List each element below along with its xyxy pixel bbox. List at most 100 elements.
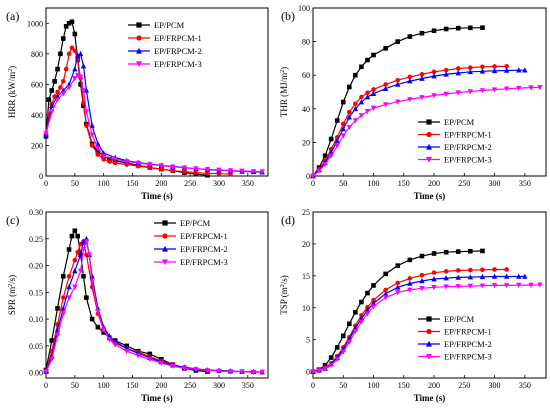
series bbox=[310, 84, 543, 179]
data-point bbox=[124, 348, 130, 355]
x-tick-label: 200 bbox=[428, 381, 440, 390]
data-point bbox=[352, 329, 359, 335]
legend: EP/PCM EP/FRPCM-1 EP/FRPCM-2 EP/FRPCM-3 bbox=[418, 117, 492, 165]
data-point bbox=[407, 257, 413, 263]
data-point bbox=[227, 369, 234, 375]
data-point bbox=[522, 67, 528, 73]
series-line bbox=[312, 268, 507, 373]
data-point bbox=[419, 285, 425, 292]
series-line bbox=[45, 74, 263, 173]
data-point bbox=[58, 51, 63, 57]
data-point bbox=[147, 162, 153, 168]
x-tick-label: 50 bbox=[71, 381, 79, 390]
data-point bbox=[516, 67, 522, 73]
data-point bbox=[43, 369, 49, 375]
data-point bbox=[66, 284, 72, 290]
data-point bbox=[54, 97, 61, 103]
data-point bbox=[170, 164, 176, 170]
x-tick-label: 300 bbox=[489, 381, 501, 390]
data-point bbox=[216, 368, 222, 374]
data-point bbox=[407, 34, 413, 39]
data-point bbox=[124, 162, 130, 167]
data-point bbox=[83, 109, 90, 115]
data-point bbox=[346, 114, 353, 120]
x-axis-label: Time (s) bbox=[141, 191, 173, 201]
data-point bbox=[75, 72, 81, 79]
data-point bbox=[443, 249, 449, 255]
series bbox=[310, 63, 509, 179]
chart-panel: 0 50 100 150 200 250 300 350 0 5 10 15 20 25 Time (s) T… bbox=[279, 208, 547, 403]
legend-entry: EP/FRPCM-2 bbox=[154, 46, 202, 56]
y-tick-label: 25 bbox=[302, 208, 310, 217]
data-point bbox=[72, 257, 78, 263]
data-point bbox=[340, 349, 346, 355]
x-tick-label: 0 bbox=[44, 179, 48, 188]
data-point bbox=[80, 63, 87, 69]
y-axis-label-sup: 2 bbox=[280, 284, 286, 287]
data-point bbox=[443, 67, 449, 73]
data-point bbox=[467, 89, 474, 95]
data-point bbox=[58, 85, 63, 90]
y-axis-label-end: /s) bbox=[279, 275, 289, 284]
data-point bbox=[480, 64, 485, 70]
data-point bbox=[77, 74, 84, 80]
data-point bbox=[371, 52, 376, 58]
data-point bbox=[334, 118, 340, 123]
data-point bbox=[60, 311, 66, 317]
x-tick-label: 100 bbox=[98, 179, 110, 188]
data-point bbox=[334, 137, 340, 144]
data-point bbox=[382, 102, 389, 108]
data-point bbox=[250, 369, 257, 376]
data-point bbox=[72, 75, 78, 82]
data-point bbox=[66, 51, 72, 57]
data-point bbox=[347, 109, 352, 115]
data-point bbox=[69, 233, 75, 239]
data-point bbox=[491, 273, 498, 279]
data-point bbox=[89, 143, 95, 148]
data-point bbox=[419, 253, 425, 259]
data-point bbox=[443, 91, 449, 97]
chart-panel: 0 50 100 150 200 250 300 350 0 200 400 600 800 1000 Ti… bbox=[6, 7, 269, 201]
data-point bbox=[83, 239, 90, 245]
data-point bbox=[75, 52, 81, 58]
data-point bbox=[516, 85, 522, 92]
legend-marker bbox=[426, 131, 432, 138]
x-tick-label: 100 bbox=[368, 381, 380, 390]
data-point bbox=[66, 85, 72, 91]
data-point bbox=[383, 46, 388, 51]
data-point bbox=[72, 48, 78, 54]
data-point bbox=[480, 248, 485, 254]
data-point bbox=[353, 72, 358, 78]
legend-entry: EP/FRPCM-2 bbox=[180, 244, 228, 254]
panel-label: (d) bbox=[281, 213, 295, 227]
data-point bbox=[431, 276, 437, 282]
data-point bbox=[395, 81, 401, 87]
data-point bbox=[455, 70, 461, 76]
series-line bbox=[45, 52, 263, 173]
series-line bbox=[312, 275, 525, 373]
data-point bbox=[479, 68, 486, 74]
data-point bbox=[383, 82, 388, 87]
panel-label: (b) bbox=[281, 9, 295, 23]
y-tick-label: 0.00 bbox=[29, 369, 43, 378]
x-tick-label: 50 bbox=[339, 179, 347, 188]
data-point bbox=[147, 165, 153, 170]
x-tick-label: 350 bbox=[519, 179, 531, 188]
data-point bbox=[503, 86, 510, 92]
data-point bbox=[49, 88, 55, 93]
data-point bbox=[72, 228, 78, 234]
data-point bbox=[216, 171, 222, 177]
legend-entry: EP/FRPCM-3 bbox=[444, 352, 492, 362]
data-point bbox=[431, 270, 437, 275]
series-line bbox=[45, 239, 263, 373]
x-tick-label: 50 bbox=[71, 179, 79, 188]
legend: EP/PCM EP/FRPCM-1 EP/FRPCM-2 EP/FRPCM-3 bbox=[154, 218, 228, 267]
data-point bbox=[147, 351, 153, 357]
x-tick-label: 250 bbox=[184, 179, 196, 188]
data-point bbox=[504, 267, 509, 272]
legend-entry: EP/FRPCM-1 bbox=[180, 231, 228, 241]
data-point bbox=[431, 93, 437, 99]
y-tick-label: 0.20 bbox=[29, 262, 43, 271]
data-point bbox=[170, 363, 176, 370]
